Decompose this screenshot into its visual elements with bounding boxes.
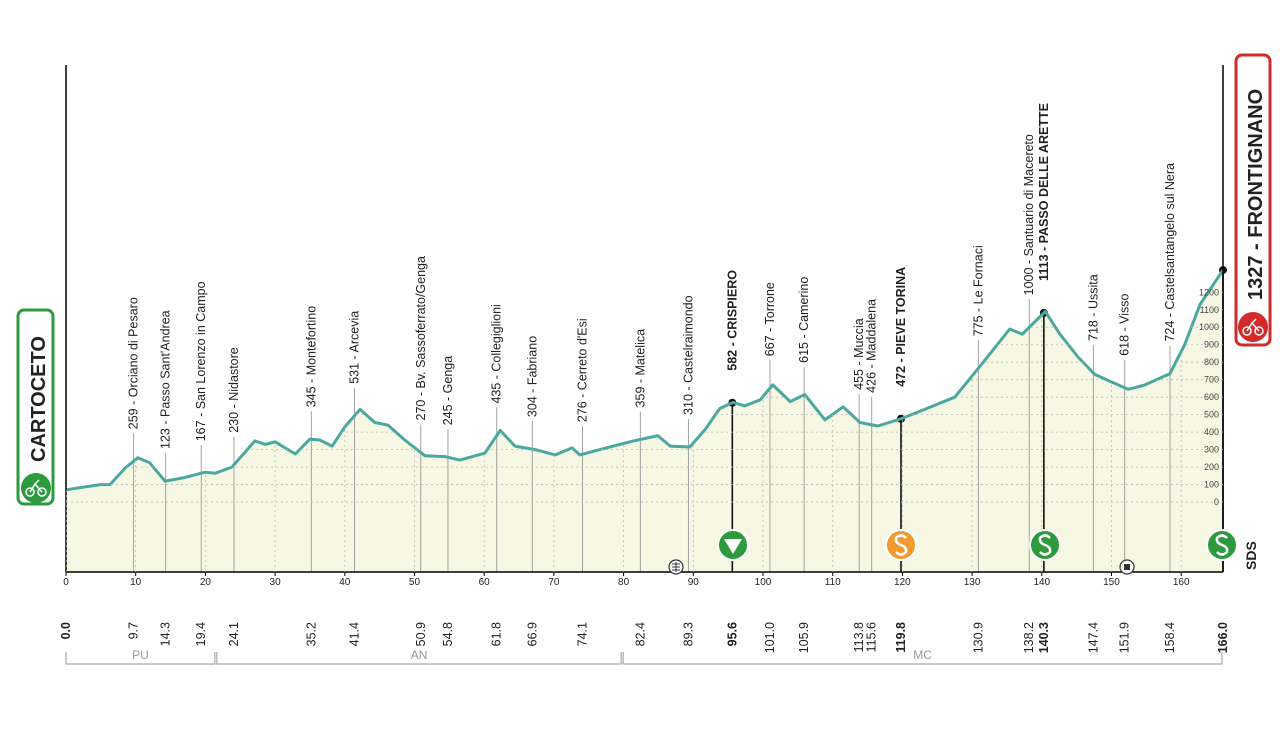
km-label: 74.1 <box>575 622 589 646</box>
km-label: 158.4 <box>1163 622 1177 653</box>
region-name: PU <box>132 648 149 662</box>
km-label: 166.0 <box>1216 622 1230 653</box>
plot: 0.0 259 - Orciano di Pesaro 9.7 123 - Passo… <box>59 65 1230 665</box>
km-label: 82.4 <box>633 622 647 646</box>
km-label: 140.3 <box>1037 622 1051 653</box>
region-bracket <box>216 652 622 665</box>
region-bracket <box>65 652 216 665</box>
finish-name: 1327 - FRONTIGNANO <box>1245 89 1267 300</box>
km-label: 130.9 <box>971 622 985 653</box>
waypoint-name: 167 - San Lorenzo in Campo <box>194 281 208 441</box>
waypoint-name: 359 - Matelica <box>633 329 647 408</box>
y-tick-label: 1100 <box>1200 305 1219 315</box>
km-label: 35.2 <box>304 622 318 646</box>
km-label: 95.6 <box>725 622 739 646</box>
logo: SDS <box>1243 541 1259 570</box>
waypoint-name: 618 - Visso <box>1118 293 1132 355</box>
waypoint-name: 724 - Castelsantangelo sul Nera <box>1163 163 1177 342</box>
km-label: 105.9 <box>797 622 811 653</box>
km-label: 113.8 <box>852 622 866 652</box>
x-tick-label: 120 <box>894 577 911 588</box>
x-tick-label: 40 <box>339 577 351 588</box>
region-name: MC <box>913 648 932 662</box>
km-label: 66.9 <box>525 622 539 646</box>
x-tick-label: 110 <box>825 577 841 588</box>
x-tick-label: 130 <box>964 577 981 588</box>
waypoint-name: 259 - Orciano di Pesaro <box>127 297 141 429</box>
waypoint-name: 123 - Passo Sant'Andrea <box>159 310 173 449</box>
x-tick-label: 50 <box>409 577 421 588</box>
x-tick-label: 160 <box>1173 577 1190 588</box>
waypoint-name: 455 - Muccia <box>852 318 866 390</box>
finish-badge: 1327 - FRONTIGNANO <box>1234 53 1272 347</box>
waypoint-name: 667 - Torrone <box>763 282 777 356</box>
waypoint-name: 276 - Cerreto d'Esi <box>575 318 589 422</box>
km-label: 101.0 <box>763 622 777 653</box>
km-label: 115.6 <box>865 622 879 652</box>
waypoint-name: 345 - Montefortino <box>304 306 318 407</box>
x-tick-label: 140 <box>1033 577 1050 588</box>
x-tick-label: 150 <box>1103 577 1120 588</box>
km-label: 50.9 <box>414 622 428 646</box>
sprint-icon <box>1029 529 1061 561</box>
y-tick-label: 1000 <box>1199 322 1219 332</box>
km-label: 138.2 <box>1022 622 1036 653</box>
profile-line <box>65 269 1225 492</box>
sprint-icon <box>885 529 917 561</box>
start-badge: CARTOCETO <box>16 308 55 506</box>
km-label: 14.3 <box>159 622 173 646</box>
region-name: AN <box>411 648 428 662</box>
km-label: 119.8 <box>894 622 908 653</box>
km-label: 19.4 <box>194 622 208 646</box>
waypoint-name: 435 - Collegiglioni <box>490 304 504 403</box>
waypoint-name: 531 - Arcevia <box>348 311 362 384</box>
x-tick-label: 0 <box>63 577 69 588</box>
region-bracket <box>622 652 1223 665</box>
waypoint-name: 304 - Fabriano <box>525 336 539 417</box>
waypoint-name: 472 - PIEVE TORINA <box>894 267 908 387</box>
y-tick-label: 1200 <box>1199 287 1219 297</box>
waypoint-name: 426 - Maddalena <box>865 299 879 393</box>
km-label: 147.4 <box>1086 622 1100 653</box>
waypoint-name: 718 - Ussita <box>1086 274 1100 341</box>
km-label: 41.4 <box>348 622 362 646</box>
km-label: 151.9 <box>1118 622 1132 653</box>
x-tick-label: 30 <box>270 577 282 588</box>
waypoint-name: 582 - CRISPIERO <box>725 270 739 371</box>
km-label: 9.7 <box>127 622 141 639</box>
waypoint-name: 245 - Genga <box>441 356 455 426</box>
x-tick-label: 90 <box>688 577 700 588</box>
x-tick-label: 10 <box>130 577 142 588</box>
x-tick-label: 60 <box>479 577 491 588</box>
x-tick-label: 20 <box>200 577 212 588</box>
profile-area <box>66 270 1223 572</box>
feed-zone-icon <box>668 559 684 575</box>
waypoint-name: 1000 - Santuario di Macereto <box>1022 134 1036 295</box>
km-label: 54.8 <box>441 622 455 646</box>
waypoint-name: 615 - Camerino <box>797 277 811 363</box>
waypoint-name: 270 - Bv. Sassoferrato/Genga <box>414 256 428 420</box>
start-name: CARTOCETO <box>28 336 50 462</box>
waypoint-name: 1113 - PASSO DELLE ARETTE <box>1037 103 1051 281</box>
x-tick-label: 100 <box>755 577 772 588</box>
km-label: 0.0 <box>59 622 73 639</box>
x-tick-label: 70 <box>548 577 560 588</box>
km-label: 89.3 <box>681 622 695 646</box>
x-tick-label: 80 <box>618 577 630 588</box>
tunnel-icon <box>1119 559 1135 575</box>
waypoint-name: 230 - Nidastore <box>227 347 241 433</box>
km-label: 24.1 <box>227 622 241 646</box>
sprint-icon <box>1206 529 1238 561</box>
waypoint-name: 775 - Le Fornaci <box>971 245 985 336</box>
kom-icon <box>717 529 749 561</box>
waypoint-name: 310 - Castelraimondo <box>681 295 695 415</box>
km-label: 61.8 <box>490 622 504 646</box>
